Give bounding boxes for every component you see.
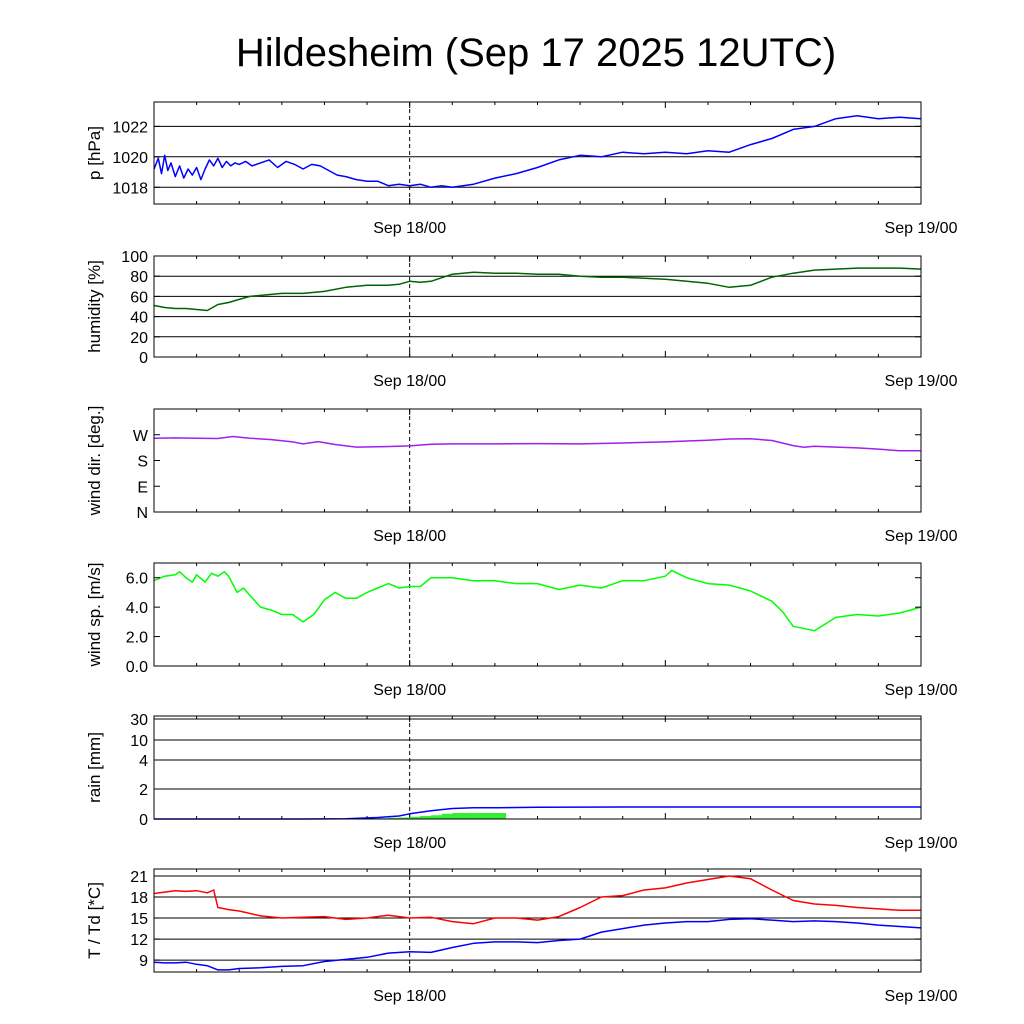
y-tick-label: 4.0: [126, 600, 148, 617]
series-line-2-0: [153, 435, 921, 452]
rain-bar-7: [452, 813, 464, 819]
y-tick-label: 80: [130, 269, 148, 286]
y-tick-label: 100: [121, 249, 148, 266]
y-tick-label: S: [137, 454, 148, 471]
rain-bar-4: [420, 816, 432, 819]
y-axis-label: T / Td [*C]: [85, 882, 104, 959]
x-tick-label: Sep 18/00: [373, 988, 446, 1005]
y-tick-label: W: [133, 428, 149, 445]
rain-bar-2: [399, 817, 411, 819]
panel-frame-3: [153, 562, 922, 667]
x-tick-label: Sep 19/00: [885, 988, 958, 1005]
series-line-5-1: [153, 917, 922, 971]
panel-frame-0: [153, 101, 922, 205]
series-line-3-0: [153, 569, 922, 632]
rain-bar-10: [484, 813, 496, 819]
y-tick-label: 20: [130, 330, 148, 347]
x-tick-label: Sep 19/00: [885, 835, 958, 852]
y-tick-label: 60: [130, 289, 148, 306]
y-tick-label: 18: [130, 890, 148, 907]
y-tick-label: 15: [130, 911, 148, 928]
y-tick-label: 0.0: [126, 659, 148, 676]
rain-bar-11: [494, 813, 507, 819]
panel-frame-4: [153, 715, 922, 820]
series-line-1-0: [153, 267, 922, 312]
rain-bar-5: [430, 815, 443, 819]
y-axis-label: rain [mm]: [85, 732, 104, 803]
x-tick-label: Sep 18/00: [373, 373, 446, 390]
y-tick-label: 6.0: [126, 571, 148, 588]
panel-frame-5: [153, 868, 922, 973]
y-tick-label: 0: [139, 350, 148, 367]
x-tick-label: Sep 19/00: [885, 373, 958, 390]
series-line-5-0: [153, 875, 921, 925]
x-tick-label: Sep 19/00: [885, 528, 958, 545]
y-tick-label: 2.0: [126, 630, 148, 647]
x-tick-label: Sep 18/00: [373, 682, 446, 699]
y-tick-label: 9: [139, 953, 148, 970]
x-tick-label: Sep 18/00: [373, 220, 446, 237]
y-tick-label: 2: [139, 782, 148, 799]
y-tick-label: 1018: [112, 180, 148, 197]
x-tick-label: Sep 19/00: [885, 220, 958, 237]
y-tick-label: 30: [130, 712, 148, 729]
y-tick-label: 12: [130, 932, 148, 949]
y-tick-label: 10: [130, 733, 148, 750]
rain-bar-3: [409, 816, 421, 819]
x-tick-label: Sep 19/00: [885, 682, 958, 699]
rain-bar-8: [462, 813, 475, 819]
x-tick-label: Sep 18/00: [373, 835, 446, 852]
y-tick-label: 0: [139, 812, 148, 829]
y-tick-label: E: [137, 479, 148, 496]
y-tick-label: 4: [139, 753, 148, 770]
x-tick-label: Sep 18/00: [373, 528, 446, 545]
panel-frame-1: [153, 255, 922, 358]
chart-title: Hildesheim (Sep 17 2025 12UTC): [236, 31, 836, 75]
y-tick-label: N: [136, 505, 148, 522]
rain-bar-1: [388, 817, 400, 819]
y-tick-label: 40: [130, 310, 148, 327]
series-line-0-0: [153, 114, 922, 189]
y-axis-label: wind sp. [m/s]: [85, 563, 104, 668]
y-axis-label: p [hPa]: [85, 126, 104, 180]
y-tick-label: 21: [130, 869, 148, 886]
y-tick-label: 1022: [112, 119, 148, 136]
rain-bar-9: [473, 813, 485, 819]
rain-bar-6: [441, 813, 453, 819]
y-tick-label: 1020: [112, 150, 148, 167]
y-axis-label: humidity [%]: [85, 260, 104, 353]
panel-frame-2: [153, 408, 922, 513]
y-axis-label: wind dir. [deg.]: [85, 406, 104, 517]
series-line-4-0: [154, 806, 921, 820]
